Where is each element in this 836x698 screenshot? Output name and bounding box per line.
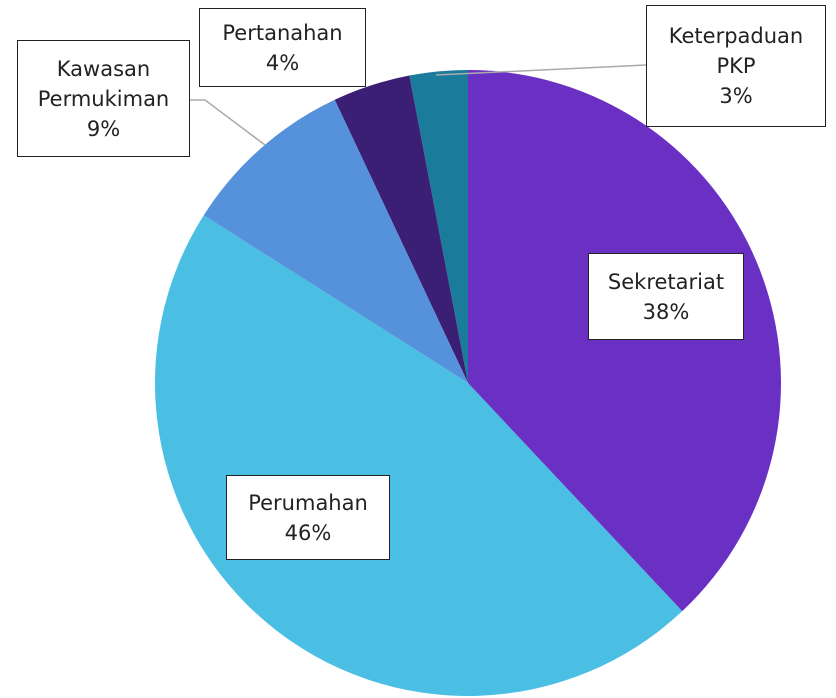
data-label: Perumahan 46% <box>226 475 390 560</box>
data-label: Sekretariat 38% <box>588 253 744 340</box>
pie-slice <box>468 70 781 612</box>
value-label: 46% <box>284 520 332 545</box>
leader-line <box>190 99 266 146</box>
category-label: Sekretariat <box>607 269 725 294</box>
data-label: Keterpaduan PKP 3% <box>646 5 826 127</box>
data-label: Kawasan Permukiman 9% <box>17 40 190 157</box>
pie-slice <box>203 99 469 384</box>
data-label: Pertanahan 4% <box>199 8 366 87</box>
value-label: 9% <box>86 116 121 141</box>
pie-slice <box>334 75 468 383</box>
leader-line <box>435 64 647 76</box>
value-label: 3% <box>719 84 753 108</box>
value-label: 4% <box>265 50 300 75</box>
category-label: Kawasan Permukiman <box>37 56 170 111</box>
category-label: Pertanahan <box>222 20 343 45</box>
pie-slice <box>409 70 468 383</box>
value-label: 38% <box>642 299 690 324</box>
category-label: Perumahan <box>248 490 368 515</box>
category-label: Keterpaduan PKP <box>668 24 804 78</box>
pie-slice <box>155 215 683 697</box>
